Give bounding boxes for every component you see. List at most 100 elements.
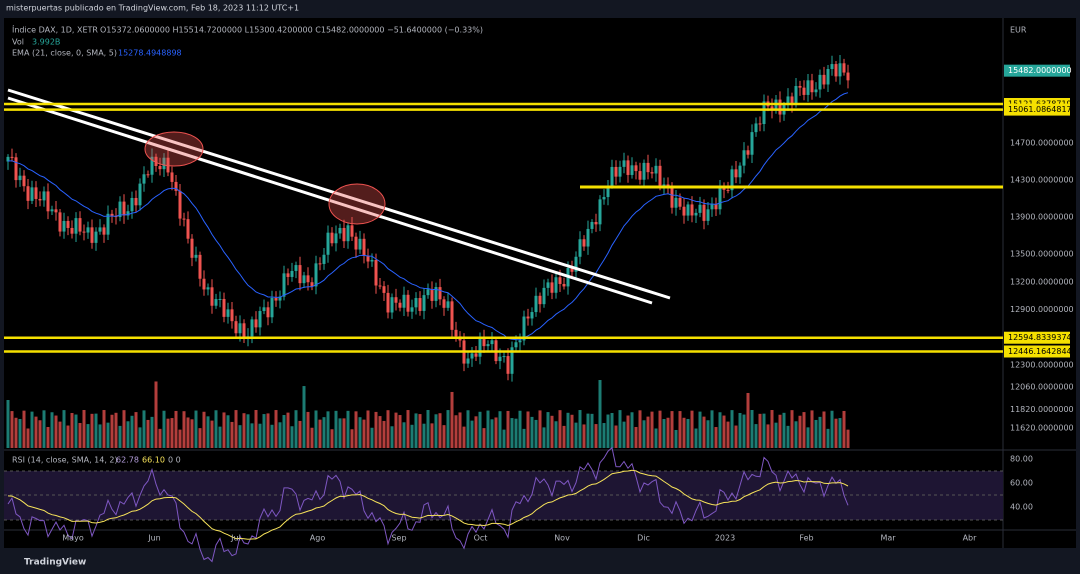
author-line: misterpuertas publicado en TradingView.c… [6, 4, 299, 13]
candle-body [526, 316, 530, 319]
candle-body [834, 64, 838, 77]
volume-bar [758, 413, 762, 448]
volume-bar [574, 422, 578, 448]
month-label: Nov [554, 534, 570, 543]
volume-bar [610, 413, 614, 448]
volume-bar [802, 412, 806, 448]
volume-bar [266, 413, 270, 448]
volume-bar [378, 416, 382, 448]
candle-body [278, 296, 282, 301]
volume-bar [706, 420, 710, 448]
candle-body [678, 197, 682, 207]
candle-body [178, 190, 182, 219]
candle-body [338, 227, 342, 234]
candle-body [650, 172, 654, 174]
volume-bar [322, 417, 326, 448]
volume-bar [350, 429, 354, 448]
month-label: Abr [963, 534, 978, 543]
candle-body [94, 231, 98, 243]
price-tick: 14300.0000000 [1010, 176, 1074, 185]
candle-body [238, 323, 242, 334]
volume-bar [354, 411, 358, 448]
volume-bar [298, 420, 302, 448]
volume-bar [498, 411, 502, 448]
candle-body [254, 319, 258, 328]
candle-body [226, 309, 230, 317]
volume-bar [606, 414, 610, 448]
volume-bar [362, 419, 366, 448]
volume-bar [78, 423, 82, 448]
volume-bar [622, 421, 626, 448]
symbol: Índice DAX, 1D, XETR [12, 24, 98, 35]
candle-body [6, 156, 10, 162]
candle-body [742, 150, 746, 166]
candle-body [670, 187, 674, 208]
volume-bar [246, 414, 250, 448]
rsi-line [7, 446, 849, 563]
volume-bar [254, 410, 258, 448]
candle-body [530, 312, 534, 319]
volume-bar [394, 412, 398, 448]
volume-bar [310, 427, 314, 448]
volume-bar [174, 410, 178, 448]
volume-bar [406, 410, 410, 448]
candle-body [234, 321, 238, 334]
candle-body [158, 165, 162, 170]
volume-bar [598, 380, 602, 448]
candle-body [794, 86, 798, 105]
volume-bar [26, 428, 30, 448]
candle-body [762, 101, 766, 125]
candle-body [10, 156, 14, 158]
candle-body [58, 212, 62, 232]
candle-body [610, 166, 614, 186]
candle-body [282, 273, 286, 297]
candle-body [798, 86, 802, 88]
volume-bar [766, 424, 770, 448]
price-tick: 13500.0000000 [1010, 250, 1074, 259]
candle-body [354, 236, 358, 250]
candle-body [738, 165, 742, 178]
volume-bar [302, 386, 306, 448]
volume-bar [162, 410, 166, 448]
candle-body [842, 63, 846, 73]
candle-body [598, 199, 602, 225]
volume-bar [530, 416, 534, 448]
candle-body [318, 263, 322, 265]
volume-bar [150, 416, 154, 448]
candle-body [74, 218, 78, 234]
volume-bar [414, 413, 418, 448]
volume-bar [742, 414, 746, 448]
volume-bar [514, 418, 518, 448]
candle-body [698, 204, 702, 213]
volume-bar [658, 410, 662, 448]
candle-body [830, 64, 834, 70]
volume-bar [838, 418, 842, 448]
highlight [328, 183, 386, 225]
candle-body [818, 74, 822, 90]
volume-bar [166, 418, 170, 448]
volume-bar [642, 420, 646, 448]
volume-bar [34, 416, 38, 448]
volume-bar [830, 410, 834, 448]
rsi-label: RSI (14, close, SMA, 14, 2) [12, 456, 118, 465]
volume-bar [122, 410, 126, 448]
candle-body [682, 206, 686, 216]
volume-bar [142, 410, 146, 448]
candle-body [210, 287, 214, 306]
volume-bar [290, 426, 294, 448]
volume-bar [450, 391, 454, 448]
candle-body [706, 209, 710, 221]
candle-body [618, 166, 622, 177]
candle-body [554, 277, 558, 293]
candle-body [786, 96, 790, 106]
volume-bar [190, 419, 194, 448]
volume-bar [434, 414, 438, 448]
volume-bar [46, 427, 50, 448]
candle-body [342, 227, 346, 242]
volume-bar [682, 417, 686, 448]
candle-body [518, 340, 522, 343]
volume-bar [370, 427, 374, 448]
volume-bar [762, 413, 766, 448]
volume-bar [6, 400, 10, 448]
candle-body [630, 165, 634, 175]
